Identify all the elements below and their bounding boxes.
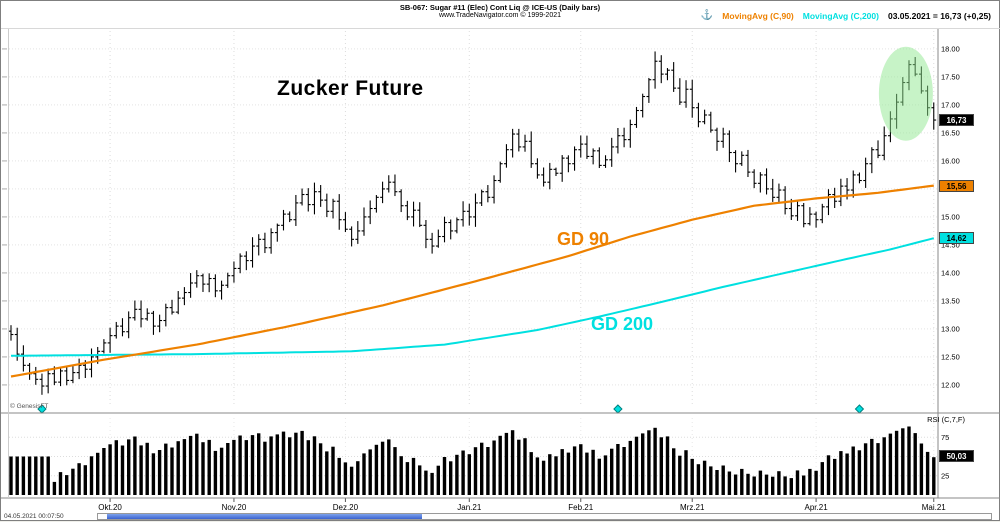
last-quote: 03.05.2021 = 16,73 (+0,25) bbox=[887, 10, 991, 21]
rsi-value-badge: 50,03 bbox=[939, 450, 974, 463]
x-axis-label: Nov.20 bbox=[222, 503, 247, 512]
indicator-legend: ⚓ MovingAvg (C,90) MovingAvg (C,200) 03.… bbox=[701, 10, 991, 21]
chart-title: SB-067: Sugar #11 (Elec) Cont Liq @ ICE-… bbox=[399, 3, 601, 12]
rsi-pane-label: RSI (C,7,F) bbox=[927, 415, 965, 424]
rsi-tick-label: 25 bbox=[941, 471, 949, 480]
grid-lines bbox=[2, 31, 937, 495]
anchor-icon: ⚓ bbox=[700, 10, 714, 21]
price-tick-label: 12.50 bbox=[941, 352, 960, 361]
legend-ma90[interactable]: MovingAvg (C,90) bbox=[722, 10, 794, 21]
annotation-gd90: GD 90 bbox=[557, 229, 610, 249]
pane-borders bbox=[1, 28, 1000, 499]
legend-ma200[interactable]: MovingAvg (C,200) bbox=[802, 10, 879, 21]
marker-diamonds bbox=[37, 404, 865, 414]
last-price-badge: 16,73 bbox=[939, 114, 974, 127]
footer-timestamp: 04.05.2021 00:07:50 bbox=[4, 513, 64, 520]
x-axis-label: Mrz.21 bbox=[680, 503, 705, 512]
scrollbar-thumb[interactable] bbox=[107, 514, 422, 519]
genesis-copyright: © GenesisFT bbox=[10, 403, 49, 410]
ohlc-bars bbox=[8, 51, 937, 395]
x-axis-label: Okt.20 bbox=[98, 503, 122, 512]
x-axis: Okt.20 Nov.20 Dez.20 Jan.21 Feb.21 Mrz.21 Apr.… bbox=[98, 498, 946, 512]
price-axis: 18.0017.5017.0016.5016.0015.5015.0014.50… bbox=[941, 44, 960, 480]
price-tick-label: 17.50 bbox=[941, 72, 960, 81]
price-tick-label: 15.00 bbox=[941, 212, 960, 221]
x-axis-label: Dez.20 bbox=[333, 503, 359, 512]
diamond-icon bbox=[854, 404, 865, 414]
rsi-histogram bbox=[9, 426, 936, 495]
chart-header: SB-067: Sugar #11 (Elec) Cont Liq @ ICE-… bbox=[1, 3, 999, 19]
gd90-line bbox=[10, 184, 934, 378]
highlight-ellipse bbox=[878, 46, 933, 141]
annotation-gd200: GD 200 bbox=[591, 314, 654, 334]
x-axis-label: Jan.21 bbox=[457, 503, 482, 512]
annotation-title: Zucker Future bbox=[277, 77, 424, 100]
diamond-icon bbox=[613, 404, 623, 414]
x-axis-label: Apr.21 bbox=[805, 503, 829, 512]
rsi-tick-label: 75 bbox=[941, 433, 949, 442]
x-axis-label: Mai.21 bbox=[922, 503, 947, 512]
price-tick-label: 12.00 bbox=[941, 380, 960, 389]
gd200-line bbox=[10, 237, 935, 357]
ma90-value-badge: 15,56 bbox=[939, 179, 974, 192]
price-tick-label: 13.50 bbox=[941, 296, 960, 305]
price-tick-label: 16.00 bbox=[941, 156, 960, 165]
horizontal-scrollbar[interactable] bbox=[97, 513, 992, 520]
ma200-value-badge: 14,62 bbox=[939, 232, 974, 245]
x-axis-label: Feb.21 bbox=[568, 503, 593, 512]
vendor-url: www.TradeNavigator.com © 1999-2021 bbox=[438, 12, 561, 19]
price-tick-label: 18.00 bbox=[941, 44, 960, 53]
price-tick-label: 14.00 bbox=[941, 268, 960, 277]
price-tick-label: 17.00 bbox=[941, 100, 960, 109]
price-tick-label: 16.50 bbox=[941, 128, 960, 137]
price-tick-label: 13.00 bbox=[941, 324, 960, 333]
price-tick-label: 14.50 bbox=[941, 240, 960, 249]
